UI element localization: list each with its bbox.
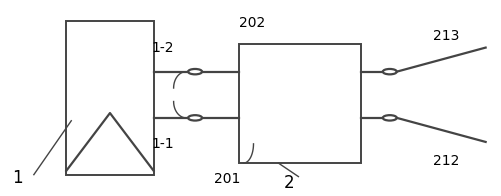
- Text: 202: 202: [238, 15, 264, 30]
- Text: 212: 212: [432, 154, 459, 168]
- Bar: [66, 21, 153, 175]
- Text: 201: 201: [213, 172, 239, 185]
- Bar: [238, 44, 360, 163]
- Circle shape: [188, 69, 202, 74]
- Text: 2: 2: [283, 174, 294, 192]
- Text: 1-1: 1-1: [151, 137, 173, 151]
- Circle shape: [188, 115, 202, 121]
- Circle shape: [382, 69, 396, 74]
- Text: 1: 1: [13, 169, 23, 187]
- Circle shape: [382, 115, 396, 121]
- Text: 1-2: 1-2: [151, 41, 173, 55]
- Text: 213: 213: [432, 29, 459, 43]
